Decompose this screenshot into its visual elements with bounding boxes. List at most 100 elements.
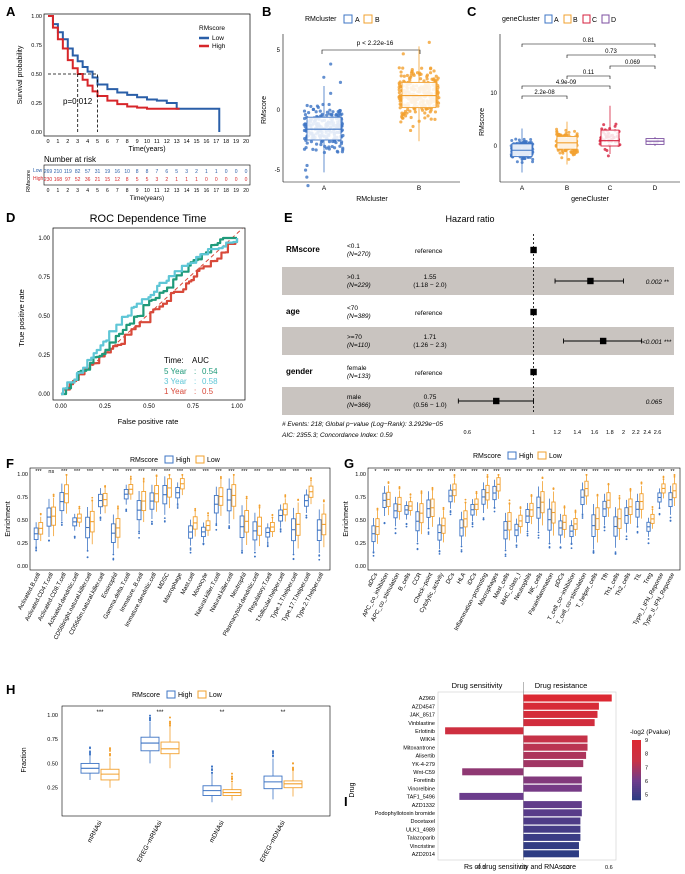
boxc-bracket (566, 75, 611, 79)
boxb-point (408, 109, 412, 113)
boxc-point (531, 160, 535, 164)
significance-label: *** (570, 469, 577, 475)
outlier-point (35, 547, 38, 550)
outlier-point (482, 517, 485, 519)
drug-name: Erlotinib (415, 729, 435, 735)
boxb-point (325, 110, 330, 114)
risk-cell-low: 3 (185, 169, 188, 175)
drug-name: Foretinib (414, 778, 435, 784)
risk-cell-low: 2 (195, 169, 198, 175)
outlier-point (163, 517, 166, 520)
outlier-point (91, 496, 94, 499)
risk-cell-high: 15 (105, 177, 111, 183)
significance-label: *** (559, 469, 566, 475)
boxb-point (305, 175, 309, 179)
forest-sig: *** (664, 339, 672, 346)
boxh-outlier (89, 752, 91, 755)
forest-reference-text: reference (415, 310, 443, 317)
outlier-point (636, 525, 639, 528)
outlier-point (592, 552, 595, 554)
drug-name: Vinorelbine (408, 786, 435, 792)
outlier-point (460, 549, 463, 551)
panel-label-f: F (6, 456, 14, 471)
boxh-outlier (169, 723, 171, 726)
risk-cell-low: 0 (245, 169, 248, 175)
risk-xtick-label: 0 (47, 188, 50, 194)
ytick-label: 0.25 (355, 541, 366, 547)
outlier-point (142, 477, 145, 480)
boxb-point (325, 113, 329, 117)
boxb-point (309, 104, 313, 109)
outlier-point (625, 535, 628, 538)
risk-cell-high: 52 (75, 177, 81, 183)
colorbar-segment (632, 776, 641, 779)
risk-cell-high: 1 (175, 177, 178, 183)
boxb-point (406, 107, 410, 112)
boxb-point (422, 79, 426, 83)
significance-label: *** (614, 469, 621, 475)
outlier-point (112, 553, 115, 556)
significance-label: *** (164, 469, 171, 475)
significance-label: *** (493, 469, 500, 475)
outlier-point (258, 504, 261, 507)
outlier-point (460, 550, 463, 553)
significance-label: *** (280, 469, 287, 475)
outlier-point (151, 520, 153, 523)
boxb-point (397, 83, 402, 87)
boxb-point (316, 105, 320, 109)
outlier-point (266, 544, 269, 546)
risk-cell-high: 12 (115, 177, 121, 183)
boxc-ylabel: RMscore (479, 108, 486, 136)
risk-row-low-label: Low (33, 168, 43, 174)
drug-bar (523, 784, 582, 792)
boxb-point (428, 67, 433, 71)
forest-sig: ** (664, 279, 670, 286)
significance-label: *** (190, 469, 197, 475)
colorbar-segment (632, 780, 641, 783)
outlier-point (508, 499, 511, 502)
boxb-point (328, 108, 332, 112)
outlier-point (574, 509, 577, 512)
outlier-point (305, 516, 308, 519)
boxb-point (314, 142, 319, 146)
risk-xtick-label: 8 (126, 188, 129, 194)
boxc-legend-label: B (573, 17, 578, 24)
km-xtick-label: 11 (154, 139, 160, 145)
outlier-point (189, 548, 192, 551)
boxg-legend-high: High (519, 453, 534, 460)
outlier-point (60, 521, 63, 524)
boxc-point (522, 137, 526, 141)
outlier-point (409, 493, 412, 496)
colorbar-segment (632, 786, 641, 789)
immune-function-boxplot-panel: RMscore High Low Enrichment 1.00 0.75 0.50… (343, 451, 681, 632)
boxc-point (560, 156, 564, 160)
boxb-point (398, 94, 402, 99)
forest-axis-tick: 0.6 (463, 430, 471, 436)
outlier-point (220, 475, 222, 478)
colorbar-tick: 7 (645, 765, 648, 771)
forest-n: (N=133) (347, 373, 371, 380)
outlier-point (372, 554, 375, 557)
boxh-outlier (89, 747, 91, 750)
outlier-point (52, 495, 55, 498)
boxb-point (397, 90, 401, 95)
boxc-point (515, 160, 519, 164)
boxb-point (437, 96, 441, 100)
outlier-point (310, 477, 312, 479)
boxb-point (322, 75, 326, 79)
outlier-point (60, 523, 63, 526)
boxb-xtick-label: A (322, 185, 327, 192)
forest-level: male (347, 394, 361, 401)
outlier-point (207, 512, 209, 514)
ytick-label: 0.75 (17, 495, 28, 501)
significance-label: *** (592, 469, 599, 475)
outlier-point (563, 506, 566, 509)
outlier-point (614, 551, 617, 554)
outlier-point (475, 492, 478, 494)
km-xtick-label: 16 (203, 139, 209, 145)
significance-label: *** (427, 469, 434, 475)
drug-ylabel: Drug (349, 782, 356, 797)
boxh-ytick-label: 0.50 (47, 761, 58, 767)
colorbar-tick: 9 (645, 738, 648, 744)
boxb-point (398, 106, 402, 110)
